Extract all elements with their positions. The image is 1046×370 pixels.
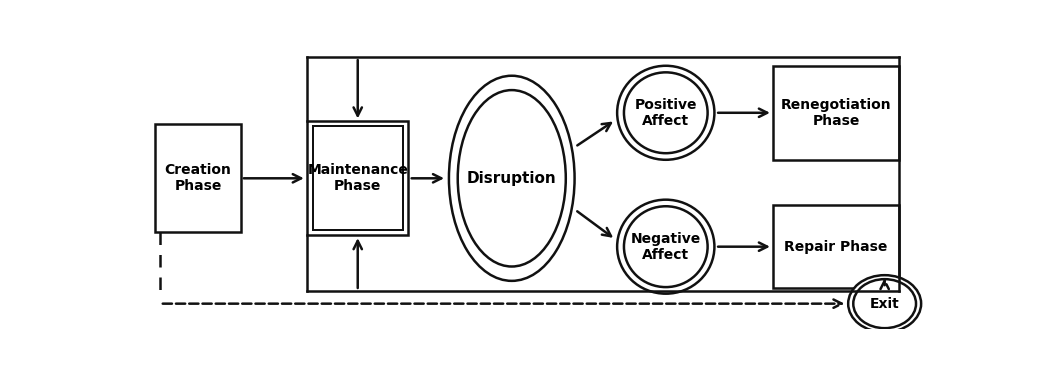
Text: Renegotiation
Phase: Renegotiation Phase [780,98,891,128]
Ellipse shape [848,275,922,332]
FancyBboxPatch shape [773,66,899,160]
Ellipse shape [449,76,574,281]
Text: Disruption: Disruption [467,171,556,186]
FancyBboxPatch shape [156,124,241,232]
Text: Maintenance
Phase: Maintenance Phase [308,163,408,194]
Text: Exit: Exit [870,297,900,311]
Ellipse shape [617,66,714,160]
FancyBboxPatch shape [308,121,408,235]
Text: Repair Phase: Repair Phase [784,240,888,254]
Text: Positive
Affect: Positive Affect [635,98,697,128]
Text: Creation
Phase: Creation Phase [164,163,231,194]
Ellipse shape [617,200,714,294]
FancyBboxPatch shape [773,205,899,288]
Text: Negative
Affect: Negative Affect [631,232,701,262]
